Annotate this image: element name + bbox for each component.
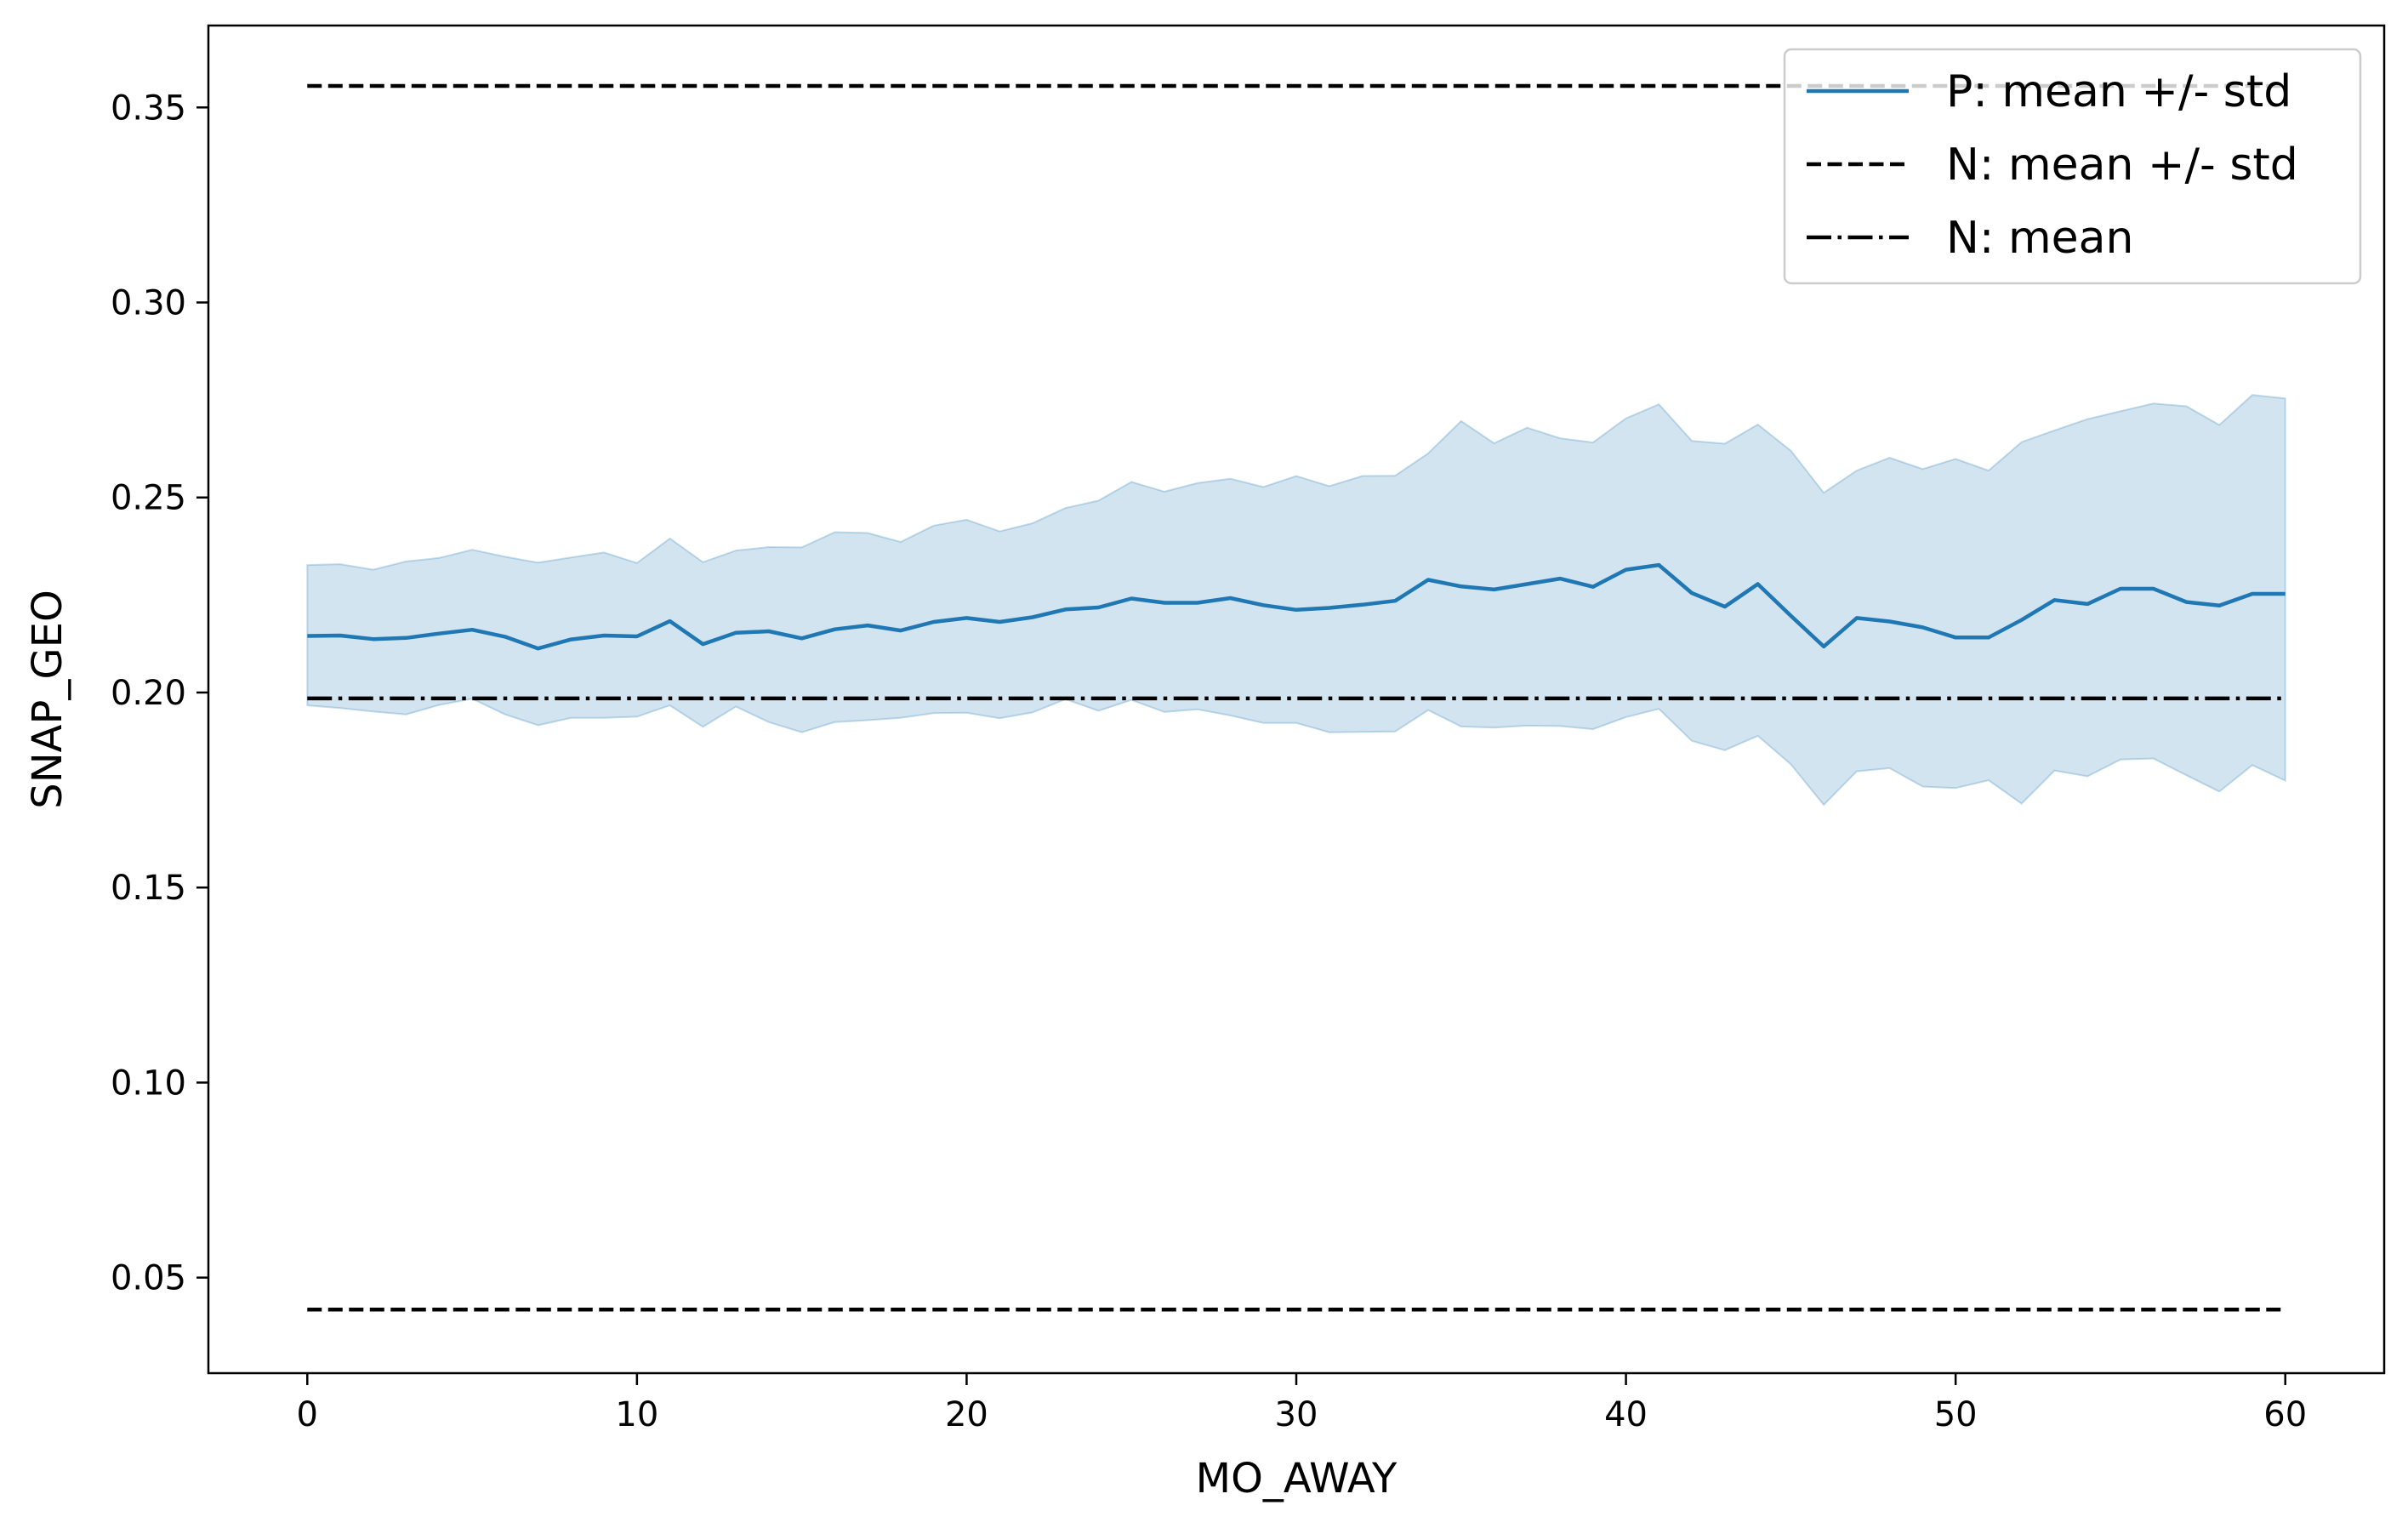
x-tick-label: 60: [2263, 1395, 2307, 1434]
plot-area: [306, 83, 2286, 1312]
x-axis-title: MO_AWAY: [1196, 1455, 1398, 1502]
y-tick-label: 0.35: [111, 88, 186, 128]
x-tick-label: 30: [1275, 1395, 1318, 1434]
x-tick-label: 10: [615, 1395, 658, 1434]
axis-ticks: 0 10 20 30 40 50 60 0.05 0.10 0.15 0.20 0.25 0.30 0.3…: [111, 88, 2307, 1434]
legend-label-n-mean-std: N: mean +/- std: [1946, 140, 2298, 191]
x-tick-label: 0: [297, 1395, 318, 1434]
legend-label-p-mean-std: P: mean +/- std: [1946, 66, 2291, 117]
y-tick-label: 0.15: [111, 869, 186, 908]
p-std-band: [306, 394, 2286, 807]
y-tick-label: 0.05: [111, 1259, 186, 1298]
y-axis-title: SNAP_GEO: [24, 590, 71, 808]
legend-box: [1783, 48, 2362, 285]
x-tick-label: 40: [1604, 1395, 1648, 1434]
y-tick-label: 0.30: [111, 284, 186, 323]
y-tick-label: 0.20: [111, 674, 186, 713]
p-mean-line: [307, 562, 2286, 651]
y-tick-label: 0.25: [111, 479, 186, 518]
x-tick-label: 20: [945, 1395, 988, 1434]
legend: P: mean +/- std N: mean +/- std N: mean: [1783, 48, 2362, 285]
y-tick-label: 0.10: [111, 1063, 186, 1103]
legend-label-n-mean: N: mean: [1946, 213, 2133, 264]
x-tick-label: 50: [1934, 1395, 1978, 1434]
